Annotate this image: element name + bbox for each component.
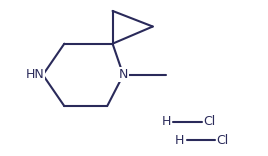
- Text: HN: HN: [25, 68, 44, 81]
- Text: H: H: [175, 134, 184, 147]
- Text: Cl: Cl: [216, 134, 229, 147]
- Text: H: H: [162, 115, 171, 128]
- Text: Cl: Cl: [203, 115, 215, 128]
- Text: N: N: [119, 68, 128, 81]
